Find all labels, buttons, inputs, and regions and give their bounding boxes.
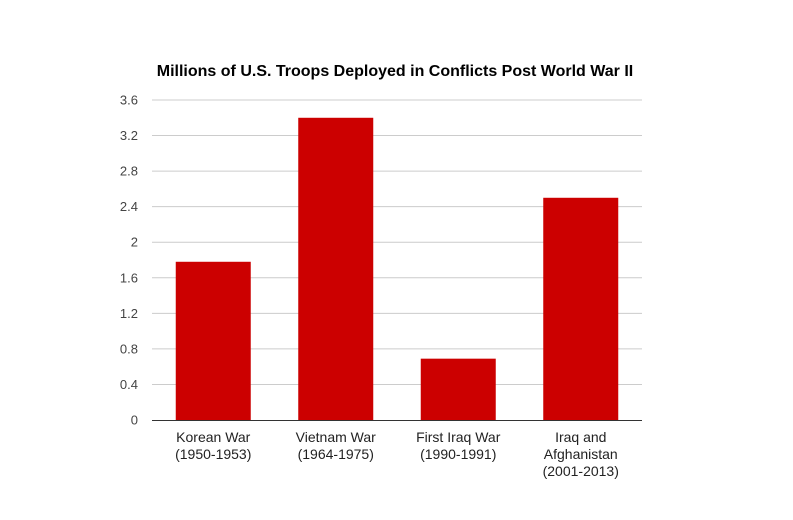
x-category-label-line: (1990-1991) [420, 446, 496, 462]
x-category-label-line: (2001-2013) [543, 463, 619, 479]
y-tick-label: 3.6 [120, 93, 138, 108]
x-category-label: Korean War (1950-1953) [175, 429, 251, 462]
y-tick-label: 1.2 [120, 306, 138, 321]
y-tick-label: 0 [131, 413, 138, 428]
x-category-label: Vietnam War (1964-1975) [296, 429, 376, 462]
x-category-label-line: Vietnam War [296, 429, 376, 445]
y-tick-label: 2.8 [120, 164, 138, 179]
x-category-label: First Iraq War (1990-1991) [416, 429, 501, 462]
y-tick-label: 3.2 [120, 128, 138, 143]
x-category-label-line: First Iraq War [416, 429, 501, 445]
x-category-label-line: (1950-1953) [175, 446, 251, 462]
x-category-label: Iraq and Afghanistan (2001-2013) [543, 429, 619, 479]
bar [175, 261, 251, 420]
x-category-label-line: (1964-1975) [298, 446, 374, 462]
x-category-label-line: Korean War [176, 429, 251, 445]
bar [543, 197, 619, 420]
y-tick-label: 2.4 [120, 199, 138, 214]
y-axis-tick-labels: 0 0.4 0.8 1.2 1.6 2 2.4 2.8 3.2 3.6 [120, 93, 138, 428]
y-tick-label: 0.8 [120, 341, 138, 356]
x-category-label-line: Iraq and [555, 429, 606, 445]
x-category-label-line: Afghanistan [544, 446, 618, 462]
chart-title: Millions of U.S. Troops Deployed in Conf… [157, 63, 633, 80]
y-tick-label: 2 [131, 235, 138, 250]
x-axis-category-labels: Korean War (1950-1953) Vietnam War (1964-19… [175, 429, 619, 479]
y-tick-label: 1.6 [120, 270, 138, 285]
bar [420, 358, 496, 420]
y-tick-label: 0.4 [120, 377, 138, 392]
bar [298, 117, 374, 421]
bars [175, 117, 619, 421]
